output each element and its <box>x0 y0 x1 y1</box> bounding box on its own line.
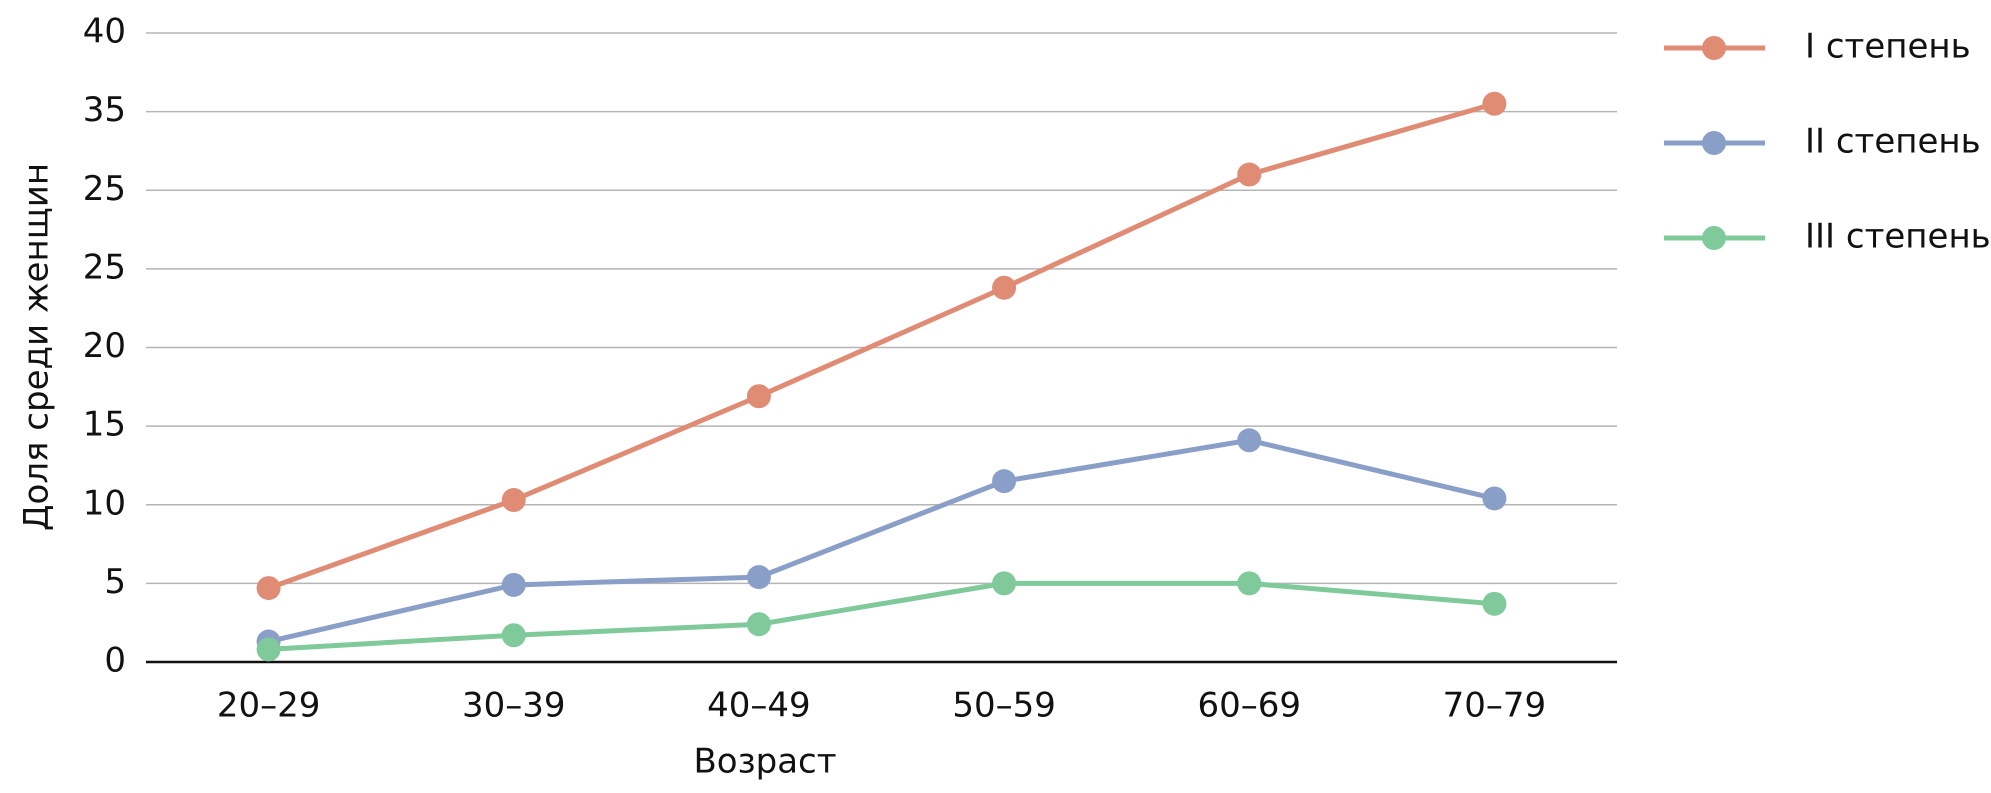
data-point <box>1237 162 1262 187</box>
data-point <box>1482 486 1507 511</box>
data-point <box>746 612 771 637</box>
x-tick-label: 40–49 <box>707 686 811 726</box>
data-point <box>746 565 771 590</box>
legend-marker <box>1702 131 1726 155</box>
y-tick-label: 5 <box>104 562 126 602</box>
legend-marker <box>1702 36 1726 60</box>
legend-label: III степень <box>1805 217 1991 257</box>
series-line <box>268 580 1495 652</box>
x-tick-label: 30–39 <box>462 686 566 726</box>
y-tick-label: 25 <box>83 169 126 209</box>
y-tick-label: 15 <box>83 405 126 445</box>
legend-marker <box>1702 226 1726 250</box>
y-tick-label: 20 <box>83 326 126 366</box>
legend-label: I степень <box>1805 27 1971 67</box>
data-point <box>1237 428 1262 453</box>
data-point <box>992 571 1017 596</box>
data-point <box>992 275 1017 300</box>
data-point <box>1482 91 1507 116</box>
y-axis-label: Доля среди женщин <box>17 163 57 531</box>
y-tick-label: 25 <box>83 247 126 287</box>
y-tick-label: 40 <box>83 12 126 52</box>
data-point <box>1237 571 1262 596</box>
y-tick-label: 10 <box>83 483 126 523</box>
x-tick-label: 20–29 <box>217 686 321 726</box>
data-point <box>256 637 281 662</box>
data-point <box>746 384 771 409</box>
series-line <box>268 437 1495 644</box>
data-point <box>501 572 526 597</box>
legend-label: II степень <box>1805 122 1981 162</box>
x-axis-label: Возраст <box>693 742 836 782</box>
data-point <box>992 469 1017 494</box>
series-line <box>267 101 1496 591</box>
x-tick-label: 70–79 <box>1443 686 1547 726</box>
y-tick-label: 35 <box>83 90 126 130</box>
y-tick-label: 0 <box>104 641 126 681</box>
x-tick-label: 50–59 <box>952 686 1056 726</box>
x-tick-label: 60–69 <box>1197 686 1301 726</box>
data-point <box>256 576 281 601</box>
data-point <box>501 623 526 648</box>
data-point <box>501 488 526 513</box>
data-point <box>1482 591 1507 616</box>
